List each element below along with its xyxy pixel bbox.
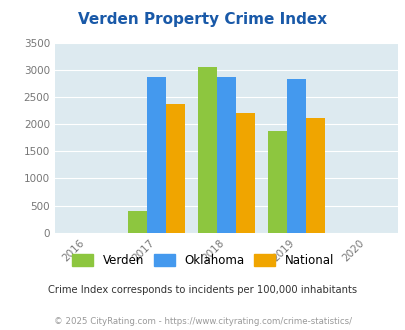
Bar xyxy=(198,67,216,233)
Text: Crime Index corresponds to incidents per 100,000 inhabitants: Crime Index corresponds to incidents per… xyxy=(48,285,357,295)
Text: © 2025 CityRating.com - https://www.cityrating.com/crime-statistics/: © 2025 CityRating.com - https://www.city… xyxy=(54,317,351,326)
Bar xyxy=(128,211,147,233)
Text: Verden Property Crime Index: Verden Property Crime Index xyxy=(78,12,327,26)
Bar xyxy=(216,77,235,233)
Bar xyxy=(286,79,305,233)
Legend: Verden, Oklahoma, National: Verden, Oklahoma, National xyxy=(70,252,335,270)
Bar xyxy=(267,131,286,233)
Bar xyxy=(305,118,324,233)
Bar xyxy=(147,77,165,233)
Bar xyxy=(165,104,184,233)
Bar xyxy=(235,114,254,233)
